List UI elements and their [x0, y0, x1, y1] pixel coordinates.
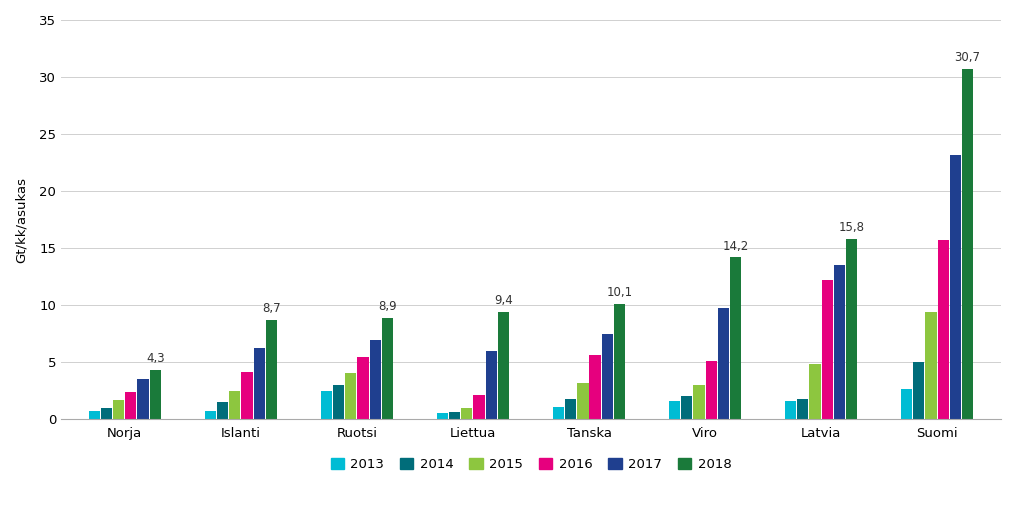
Bar [137, 379, 148, 419]
Bar [669, 401, 680, 419]
Bar [553, 406, 564, 419]
Bar [242, 372, 253, 419]
Bar [217, 402, 229, 419]
Bar [449, 412, 460, 419]
Bar [321, 390, 332, 419]
Bar [834, 265, 845, 419]
Bar [810, 364, 821, 419]
Bar [926, 312, 937, 419]
Bar [486, 351, 497, 419]
Bar [437, 414, 448, 419]
Bar [125, 392, 136, 419]
Bar [333, 385, 344, 419]
Text: 30,7: 30,7 [955, 52, 980, 65]
Text: 10,1: 10,1 [607, 286, 633, 299]
Bar [938, 240, 949, 419]
Bar [577, 383, 588, 419]
Bar [962, 69, 973, 419]
Bar [254, 348, 265, 419]
Text: 8,7: 8,7 [262, 302, 280, 315]
Bar [565, 399, 576, 419]
Bar [614, 304, 625, 419]
Text: 4,3: 4,3 [146, 353, 165, 366]
Bar [266, 320, 277, 419]
Bar [205, 411, 216, 419]
Bar [473, 395, 485, 419]
Bar [705, 361, 716, 419]
Text: 9,4: 9,4 [494, 294, 513, 307]
Bar [88, 411, 100, 419]
Bar [681, 396, 692, 419]
Bar [693, 385, 704, 419]
Bar [461, 407, 472, 419]
Text: 14,2: 14,2 [722, 239, 749, 253]
Bar [601, 333, 613, 419]
Bar [901, 389, 912, 419]
Bar [913, 362, 925, 419]
Text: 15,8: 15,8 [838, 221, 865, 234]
Bar [370, 340, 381, 419]
Bar [149, 370, 161, 419]
Bar [729, 257, 741, 419]
Bar [345, 373, 357, 419]
Bar [230, 390, 241, 419]
Bar [498, 312, 509, 419]
Legend: 2013, 2014, 2015, 2016, 2017, 2018: 2013, 2014, 2015, 2016, 2017, 2018 [325, 452, 737, 476]
Bar [798, 399, 809, 419]
Bar [101, 407, 112, 419]
Bar [358, 357, 369, 419]
Y-axis label: Gt/kk/asukas: Gt/kk/asukas [15, 176, 28, 263]
Bar [717, 309, 728, 419]
Bar [785, 401, 797, 419]
Bar [113, 400, 124, 419]
Bar [846, 239, 858, 419]
Bar [822, 280, 833, 419]
Bar [589, 355, 600, 419]
Text: 8,9: 8,9 [378, 300, 396, 313]
Bar [950, 155, 961, 419]
Bar [382, 317, 393, 419]
